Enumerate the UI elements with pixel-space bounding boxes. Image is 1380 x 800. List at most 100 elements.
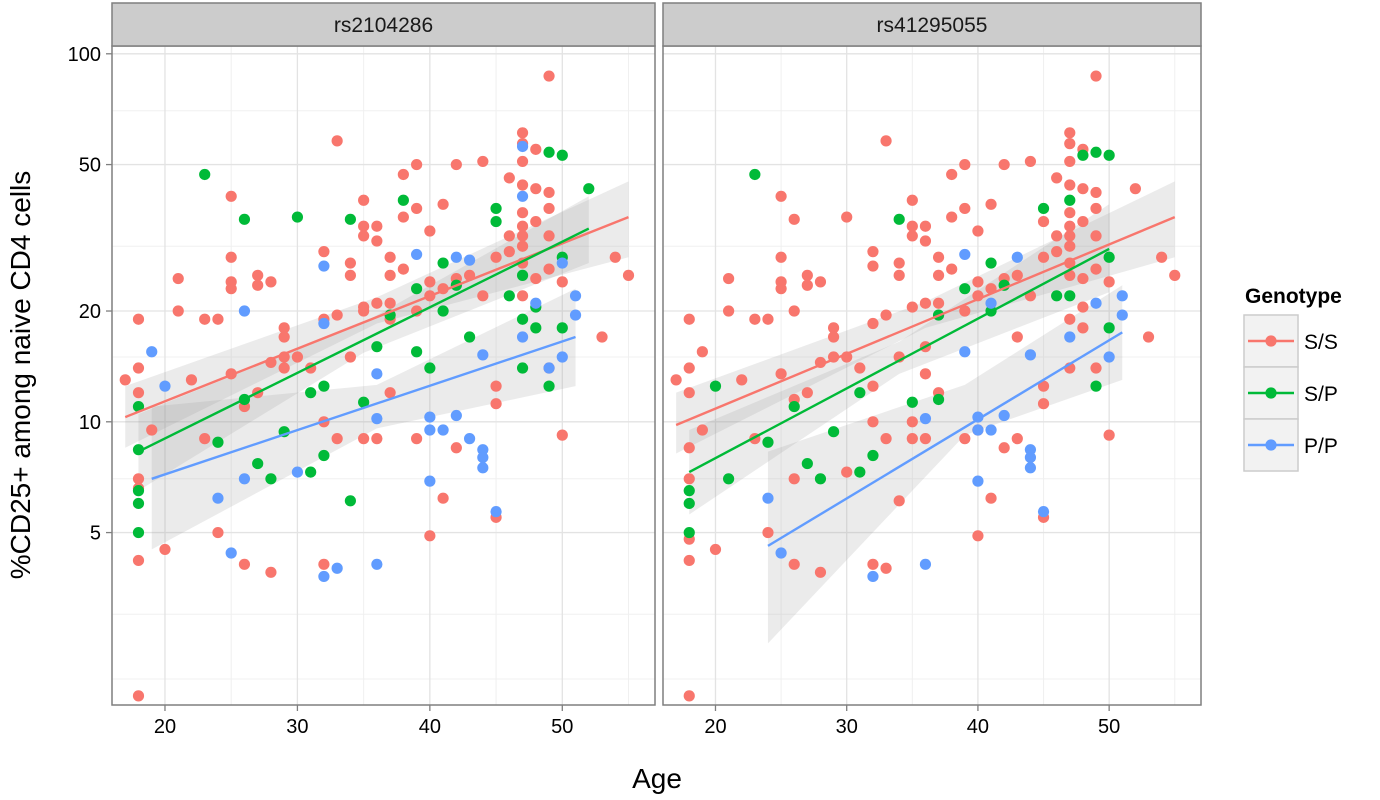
data-point-s-p (437, 257, 449, 269)
data-point-s-s (411, 158, 423, 171)
data-point-s-p (723, 473, 735, 485)
data-point-s-s (814, 566, 827, 578)
data-point-s-p (1064, 194, 1076, 206)
data-point-s-s (867, 317, 879, 330)
data-point-s-s (503, 172, 515, 184)
data-point-s-s (1011, 433, 1023, 445)
y-axis: 5 10 20 50 100 (68, 44, 112, 545)
data-point-s-s (384, 297, 396, 309)
data-point-s-s (503, 246, 515, 258)
data-point-s-s (775, 190, 787, 202)
x-tick-label: 50 (551, 716, 573, 738)
data-point-s-s (1077, 215, 1089, 228)
y-tick-label: 20 (79, 301, 101, 323)
data-point-s-s (998, 442, 1010, 454)
data-point-s-s (424, 225, 436, 237)
data-point-p-p (424, 424, 436, 436)
data-point-s-s (1129, 183, 1141, 195)
data-point-s-p (1103, 149, 1115, 161)
data-point-s-s (775, 283, 787, 295)
data-point-s-s (972, 276, 984, 288)
data-point-s-s (424, 276, 436, 288)
data-point-s-p (683, 526, 695, 539)
data-point-s-p (1103, 251, 1115, 263)
data-point-p-p (516, 140, 529, 153)
legend-item-s-p: S/P (1243, 366, 1338, 420)
data-point-s-s (854, 362, 866, 374)
data-point-s-s (132, 362, 145, 374)
data-point-s-s (411, 305, 423, 317)
data-point-s-p (516, 269, 529, 281)
data-point-p-p (556, 257, 568, 269)
fit-line-p-p (767, 331, 1123, 547)
x-tick-label: 20 (704, 716, 726, 738)
data-point-s-s (683, 554, 695, 567)
data-point-s-p (132, 485, 145, 497)
data-point-s-s (906, 230, 918, 242)
data-point-s-s (450, 442, 462, 454)
legend-label: S/P (1304, 383, 1338, 406)
data-point-s-p (411, 346, 423, 358)
data-point-p-p (318, 317, 330, 330)
data-point-s-s (919, 220, 932, 232)
data-point-s-s (358, 433, 370, 445)
data-point-s-s (132, 554, 145, 567)
data-point-s-s (278, 331, 290, 343)
data-point-s-s (543, 70, 555, 82)
panel-strip-label: rs2104286 (334, 14, 433, 37)
data-point-s-s (919, 433, 932, 445)
data-point-s-s (723, 305, 735, 317)
confidence-band-p-p (767, 285, 1123, 644)
confidence-band-p-p (151, 288, 576, 550)
data-point-s-p (1103, 322, 1115, 334)
data-point-s-s (437, 492, 449, 504)
y-tick-label: 10 (79, 412, 101, 434)
data-point-p-p (437, 424, 449, 436)
data-point-s-s (530, 215, 542, 228)
data-point-s-p (893, 213, 905, 225)
data-point-s-s (867, 246, 879, 258)
data-point-p-p (371, 558, 383, 570)
data-point-s-s (814, 276, 827, 288)
data-point-s-s (132, 387, 145, 399)
data-point-s-p (305, 466, 317, 478)
data-point-p-p (569, 290, 582, 302)
data-point-p-p (775, 547, 787, 559)
data-point-s-p (437, 305, 449, 317)
y-tick-label: 100 (68, 44, 101, 66)
data-point-s-s (265, 566, 277, 578)
data-point-s-s (723, 272, 735, 285)
legend-label: S/S (1304, 331, 1338, 354)
data-point-s-p (854, 387, 866, 399)
data-point-s-s (225, 283, 237, 295)
data-point-s-p (318, 449, 330, 462)
data-point-s-s (1064, 155, 1076, 168)
data-point-s-s (893, 495, 905, 507)
data-point-s-s (1169, 269, 1181, 281)
legend-title: Genotype (1245, 285, 1342, 308)
data-point-s-p (583, 183, 595, 195)
data-point-p-p (1037, 506, 1050, 518)
legend-key-point (1265, 439, 1277, 451)
data-point-s-s (801, 279, 813, 291)
data-point-s-s (1090, 202, 1102, 215)
data-point-s-s (998, 158, 1010, 171)
data-point-p-p (919, 413, 932, 425)
data-point-s-s (384, 387, 396, 399)
data-point-s-s (959, 158, 971, 171)
data-point-p-p (238, 305, 251, 317)
fit-line-p-p (151, 335, 576, 480)
data-point-s-p (212, 436, 224, 448)
data-point-s-s (1051, 172, 1063, 184)
data-point-s-s (397, 168, 409, 181)
data-point-s-p (854, 466, 866, 478)
data-point-s-s (959, 433, 971, 445)
data-point-p-p (371, 413, 383, 425)
data-point-s-s (788, 558, 800, 570)
data-point-s-s (278, 362, 290, 374)
data-point-s-p (490, 202, 502, 215)
data-point-s-p (132, 444, 145, 456)
data-point-s-s (788, 213, 800, 225)
points (670, 70, 1181, 702)
data-point-p-p (1024, 451, 1037, 464)
